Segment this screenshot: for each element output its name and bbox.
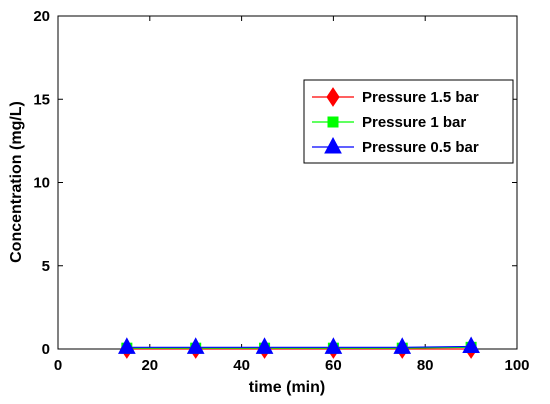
legend-marker xyxy=(324,136,342,154)
legend-label: Pressure 0.5 bar xyxy=(362,139,479,156)
plot-area xyxy=(57,15,518,350)
y-tick-label: 5 xyxy=(42,258,50,275)
legend-marker xyxy=(326,87,340,107)
series-lines xyxy=(126,345,472,350)
x-tick-label: 0 xyxy=(54,357,62,374)
series-markers xyxy=(118,336,480,359)
x-tick-label: 100 xyxy=(504,357,529,374)
data-point xyxy=(393,337,412,354)
x-tick-label: 20 xyxy=(141,357,158,374)
legend-marker xyxy=(327,116,339,128)
y-tick-label: 15 xyxy=(33,91,50,108)
data-point xyxy=(118,337,136,354)
series-line xyxy=(126,345,472,348)
x-tick-label: 60 xyxy=(325,357,342,374)
legend: Pressure 1.5 bar Pressure 1 bar Pressure 0… xyxy=(303,79,514,164)
series-line xyxy=(126,346,472,349)
data-point xyxy=(186,337,205,354)
y-tick-label: 0 xyxy=(42,341,50,358)
data-point xyxy=(462,336,480,354)
y-axis-label: Concentration (mg/L) xyxy=(8,101,25,263)
y-tick-label: 20 xyxy=(33,8,50,25)
x-tick-label: 40 xyxy=(233,357,250,374)
legend-label: Pressure 1.5 bar xyxy=(362,89,479,106)
legend-label: Pressure 1 bar xyxy=(362,114,466,131)
x-tick-label: 80 xyxy=(417,357,434,374)
x-axis-label: time (min) xyxy=(249,379,325,396)
data-point xyxy=(324,337,343,354)
axis-ticks: 0 20 40 60 80 100 0 5 10 15 20 xyxy=(33,8,529,374)
data-point xyxy=(255,337,274,354)
y-tick-label: 10 xyxy=(33,175,50,192)
